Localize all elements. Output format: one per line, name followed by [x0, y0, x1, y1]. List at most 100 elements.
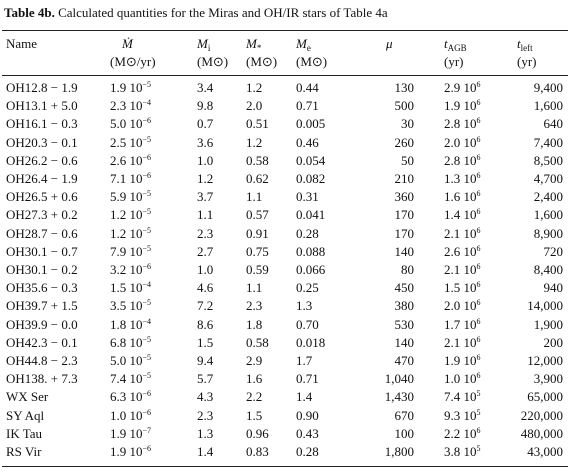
mantissa: 5.9 10: [110, 189, 143, 205]
cell: 12,000: [527, 353, 563, 368]
exponent: −5: [142, 207, 152, 217]
cell: 470: [394, 353, 415, 368]
cell: 140: [394, 334, 415, 350]
cell: 1.0: [197, 262, 214, 277]
header-symbol: M: [296, 36, 307, 51]
exponent: −6: [142, 407, 152, 417]
mantissa: 2.9 10: [444, 80, 477, 95]
cell: 1.9 10−5: [110, 80, 151, 96]
mantissa: 1.0 10: [110, 407, 143, 423]
cell: 1.2 10−5: [110, 226, 151, 242]
cell: 1,430: [384, 389, 414, 405]
cell: 940: [543, 280, 564, 296]
exponent: 6: [476, 425, 481, 435]
header-symbol: t: [517, 36, 521, 51]
bottom-rule: [2, 466, 568, 467]
cell: 1.4 106: [444, 207, 481, 223]
cell: 1.1: [246, 280, 263, 296]
exponent: 6: [476, 280, 481, 290]
mantissa: 1.9 10: [110, 80, 143, 95]
header-unit: (M⊙): [296, 54, 328, 69]
cell: 360: [394, 189, 415, 205]
header-subscript: left: [520, 43, 533, 53]
cell: 1.5: [197, 334, 214, 350]
cell: 6.3 10−6: [110, 389, 151, 405]
cell: 0.28: [296, 225, 319, 241]
mantissa: 1.6 10: [444, 189, 477, 205]
column-header: tAGB: [444, 36, 467, 53]
column-header: μ: [386, 36, 393, 52]
cell: 5.7: [197, 371, 214, 387]
caption-text: Calculated quantities for the Miras and …: [58, 5, 388, 20]
cell: 30: [401, 116, 414, 132]
cell: 2.0 106: [444, 298, 481, 314]
exponent: 6: [476, 316, 481, 326]
cell: 2.6 10−6: [110, 153, 151, 169]
cell: 3.4: [197, 80, 214, 95]
header-symbol: Name: [6, 36, 38, 51]
star-name: OH39.7 + 1.5: [6, 298, 78, 314]
mantissa: 7.4 10: [110, 371, 143, 387]
cell: 1.6 106: [444, 189, 481, 205]
star-name: OH20.3 − 0.1: [6, 134, 78, 150]
cell: 1.5 10−4: [110, 280, 151, 296]
header-unit: (M⊙): [197, 54, 229, 69]
cell: 0.005: [296, 116, 326, 132]
mantissa: 5.0 10: [110, 353, 143, 368]
cell: 0.088: [296, 243, 326, 259]
header-unit: (M⊙/yr): [110, 54, 156, 69]
cell: 1.9 10−6: [110, 444, 151, 460]
cell: 2.6 106: [444, 244, 481, 260]
cell: 3.7: [197, 189, 214, 205]
exponent: 6: [476, 334, 481, 344]
cell: 0.28: [296, 444, 319, 459]
exponent: 5: [476, 444, 481, 453]
cell: 3.2 10−6: [110, 262, 151, 278]
cell: 670: [394, 407, 415, 423]
exponent: 6: [476, 171, 481, 180]
mantissa: 2.8 10: [444, 116, 477, 132]
cell: 4.6: [197, 280, 214, 296]
cell: 7.4 10−5: [110, 371, 151, 387]
cell: 1.9 106: [444, 98, 481, 114]
star-name: OH44.8 − 2.3: [6, 353, 78, 368]
cell: 7.2: [197, 298, 214, 314]
mantissa: 1.2 10: [110, 207, 143, 223]
mantissa: 2.2 10: [444, 425, 477, 441]
cell: 1,600: [533, 98, 563, 114]
mantissa: 1.4 10: [444, 207, 477, 223]
mantissa: 1.5 10: [444, 280, 477, 296]
header-rule: [2, 75, 568, 76]
header-symbol: t: [444, 36, 448, 51]
exponent: −5: [142, 353, 152, 362]
cell: 1.2: [246, 134, 263, 150]
exponent: 6: [476, 98, 481, 108]
exponent: 6: [476, 189, 481, 199]
cell: 1.6: [246, 371, 263, 387]
cell: 2.3: [197, 225, 214, 241]
star-name: OH30.1 − 0.7: [6, 243, 78, 259]
exponent: −6: [142, 262, 152, 271]
cell: 2.2: [246, 389, 263, 405]
mantissa: 2.3 10: [110, 98, 143, 114]
cell: 140: [394, 243, 415, 259]
cell: 3.8 105: [444, 444, 481, 460]
mantissa: 2.6 10: [444, 243, 477, 259]
cell: 500: [394, 98, 415, 114]
exponent: 6: [476, 207, 481, 217]
mantissa: 1.9 10: [444, 353, 477, 368]
header-symbol: μ: [386, 36, 393, 51]
star-name: OH138. + 7.3: [6, 371, 78, 387]
cell: 3.6: [197, 134, 214, 150]
cell: 0.082: [296, 171, 326, 186]
cell: 9.8: [197, 98, 214, 114]
star-name: WX Ser: [6, 389, 49, 405]
caption: Table 4b. Calculated quantities for the …: [4, 5, 388, 21]
mantissa: 1.0 10: [444, 371, 477, 387]
cell: 7.9 10−5: [110, 244, 151, 260]
cell: 1,800: [384, 444, 414, 459]
star-name: OH26.5 + 0.6: [6, 189, 78, 205]
mantissa: 7.4 10: [444, 389, 477, 405]
cell: 0.70: [296, 316, 319, 332]
exponent: −5: [142, 243, 152, 253]
